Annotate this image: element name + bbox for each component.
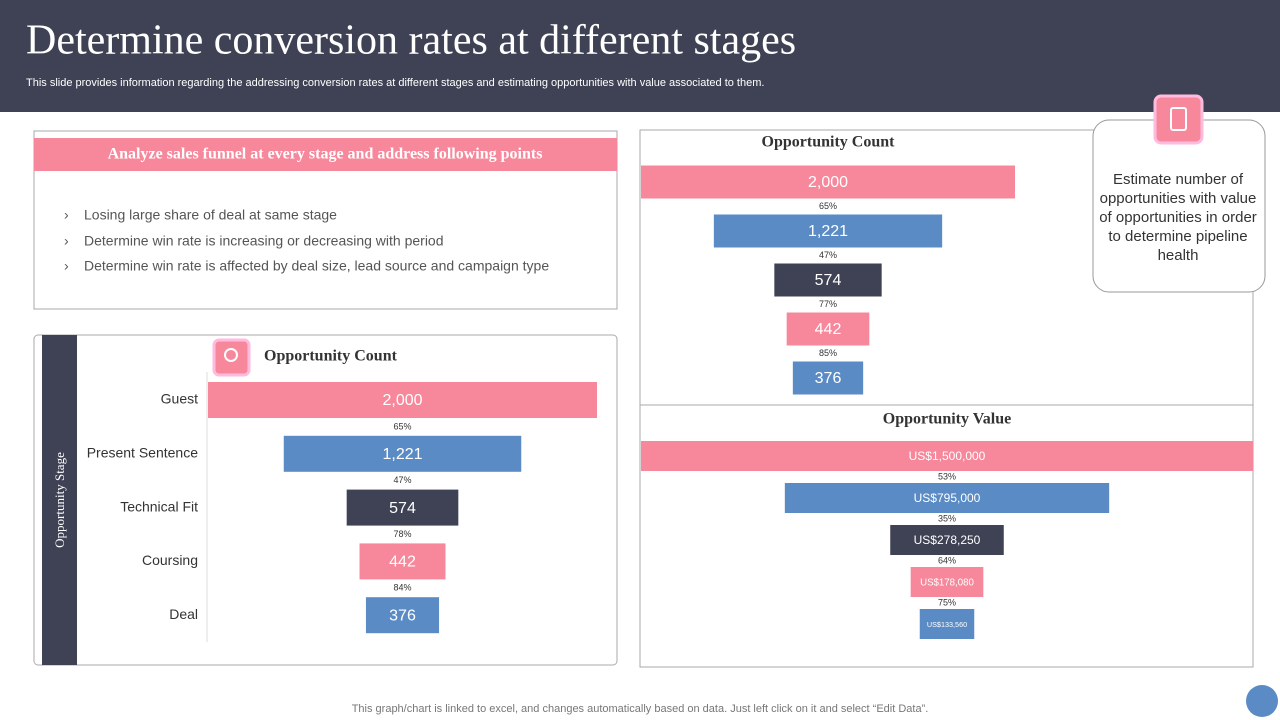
funnel-bar: [786, 312, 870, 346]
conversion-rate: 77%: [819, 299, 837, 309]
funnel-bar: [365, 597, 440, 634]
bullet: ›: [64, 258, 69, 274]
funnel-bar: [890, 525, 1004, 555]
conversion-rate: 65%: [393, 421, 411, 431]
point: Determine win rate is increasing or decr…: [84, 233, 444, 249]
bar-label: 574: [815, 272, 842, 289]
footer: This graph/chart is linked to excel, and…: [352, 703, 929, 715]
conversion-rate: 85%: [819, 348, 837, 358]
chart-title: Opportunity Count: [762, 134, 896, 151]
icon: [212, 338, 251, 377]
funnel-bar: [774, 263, 882, 297]
category-label: Deal: [169, 606, 198, 622]
chart-title: Opportunity Count: [264, 348, 398, 365]
bullet: ›: [64, 207, 69, 223]
callout-heading: Analyze sales funnel at every stage and …: [108, 146, 543, 163]
conversion-rate: 78%: [393, 529, 411, 539]
funnel-bar: [283, 435, 522, 472]
bar-label: US$278,250: [914, 533, 981, 547]
funnel-bar: [784, 483, 1110, 513]
point: Losing large share of deal at same stage: [84, 207, 337, 223]
axis-band: [42, 335, 77, 665]
bar-label: 1,221: [808, 223, 848, 240]
bullet: ›: [64, 233, 69, 249]
title: Determine conversion rates at different …: [26, 18, 796, 64]
bar-label: US$133,560: [927, 620, 967, 629]
bar-label: 2,000: [382, 392, 422, 409]
bar-label: US$178,080: [920, 578, 974, 589]
funnel-bar: [641, 165, 1015, 199]
conversion-rate: 75%: [938, 597, 956, 607]
note-icon-glyph: [1170, 107, 1187, 131]
header-band: [0, 0, 1280, 112]
funnel-bar: [359, 543, 446, 580]
bar-label: US$1,500,000: [909, 449, 986, 463]
point: Determine win rate is affected by deal s…: [84, 258, 549, 274]
bar-label: 376: [389, 607, 416, 624]
category-label: Coursing: [142, 552, 198, 568]
conversion-rate: 65%: [819, 201, 837, 211]
bar-label: 574: [389, 500, 416, 517]
y-axis-label: Opportunity Stage: [52, 452, 67, 548]
bar-label: US$795,000: [914, 491, 981, 505]
funnel-bar: [346, 489, 459, 526]
conversion-rate: 47%: [393, 475, 411, 485]
category-label: Technical Fit: [120, 498, 198, 514]
funnel-bar: [919, 609, 975, 639]
category-label: Guest: [161, 391, 198, 407]
bar-label: 376: [815, 370, 842, 387]
bar-label: 1,221: [382, 446, 422, 463]
funnel-bar: [208, 382, 597, 418]
funnel-bar: [641, 441, 1253, 471]
note: Estimate number of opportunities with va…: [1099, 171, 1257, 264]
bar-label: 442: [389, 554, 416, 571]
conversion-rate: 35%: [938, 513, 956, 523]
note-icon: [1153, 94, 1204, 145]
bar-label: 2,000: [808, 174, 848, 191]
subtitle: This slide provides information regardin…: [26, 77, 764, 89]
category-label: Present Sentence: [87, 445, 199, 461]
funnel-bar: [713, 214, 943, 248]
callout-band: [34, 138, 617, 171]
funnel-bar: [910, 567, 984, 597]
icon-glyph: [224, 348, 238, 362]
bar-label: 442: [815, 321, 842, 338]
conversion-rate: 47%: [819, 250, 837, 260]
conversion-rate: 84%: [393, 583, 411, 593]
conversion-rate: 53%: [938, 471, 956, 481]
corner-dot: [1246, 685, 1278, 717]
funnel-bar: [792, 361, 864, 395]
conversion-rate: 64%: [938, 555, 956, 565]
chart-title: Opportunity Value: [883, 411, 1011, 428]
